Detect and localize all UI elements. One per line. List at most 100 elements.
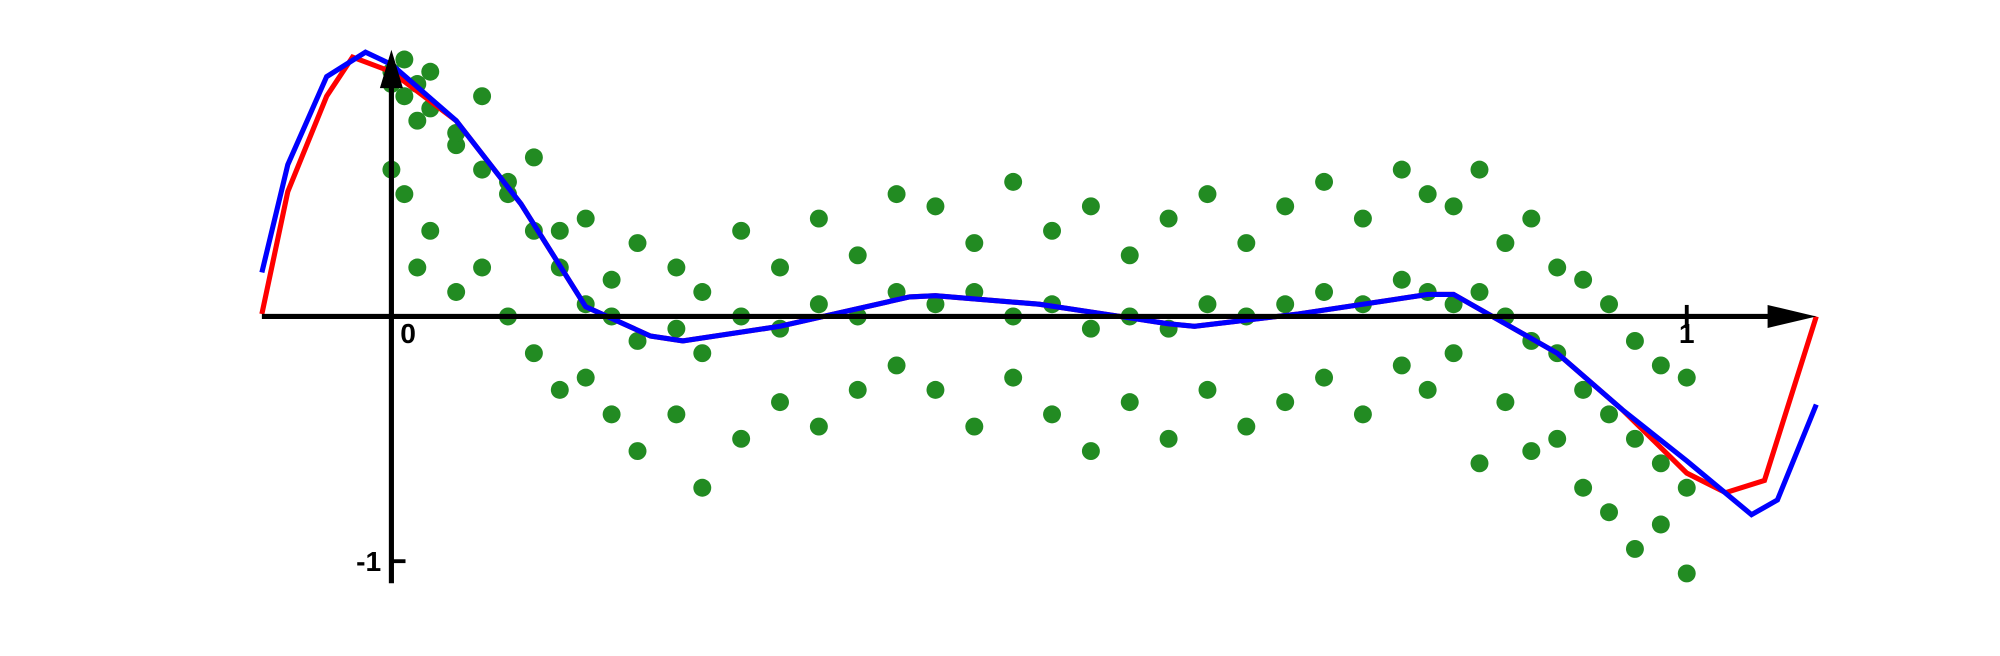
scatter-point <box>1651 454 1670 473</box>
scatter-point <box>1625 331 1644 350</box>
scatter-point <box>1198 380 1217 399</box>
x-tick-label: 1 <box>1679 317 1695 349</box>
scatter-point <box>421 62 440 81</box>
scatter-point <box>602 270 621 289</box>
scatter-point <box>1625 539 1644 558</box>
scatter-point <box>965 234 984 253</box>
scatter-point <box>1353 405 1372 424</box>
scatter-point <box>1522 209 1541 228</box>
scatter-point <box>1677 478 1696 497</box>
scatter-point <box>1004 368 1023 387</box>
scatter-point <box>1600 405 1618 424</box>
scatter-point <box>1418 380 1437 399</box>
scatter-point <box>395 185 414 204</box>
scatter-point <box>524 344 543 363</box>
scatter-point <box>1276 393 1295 412</box>
scatter-point <box>473 87 492 106</box>
scatter-point <box>1159 429 1178 448</box>
scatter-point <box>1548 258 1567 277</box>
scatter-point <box>1392 356 1411 375</box>
scatter-point <box>1276 295 1295 314</box>
scatter-point <box>1470 454 1489 473</box>
scatter-point <box>628 442 647 461</box>
y-axis-arrow <box>379 49 403 89</box>
scatter-point <box>771 258 789 277</box>
scatter-point <box>1548 429 1567 448</box>
scatter-point <box>1677 564 1696 583</box>
scatter-point <box>1237 234 1256 253</box>
scatter-point <box>1004 172 1023 191</box>
scatter-point <box>1276 197 1295 216</box>
scatter-point <box>421 221 440 240</box>
scatter-point <box>693 283 712 301</box>
scatter-point <box>628 331 647 350</box>
scatter-point <box>1081 197 1100 216</box>
scatter-point <box>667 258 686 277</box>
scatter-point <box>926 380 945 399</box>
scatter-point <box>887 356 906 375</box>
scatter-point <box>809 295 828 314</box>
scatter-point <box>1120 246 1139 265</box>
scatter-point <box>1315 172 1334 191</box>
scatter-point <box>1600 503 1618 522</box>
scatter-point <box>1081 319 1100 338</box>
scatter-point <box>1522 442 1541 461</box>
scatter-point <box>1237 417 1256 436</box>
scatter-point <box>1625 429 1644 448</box>
scatter-point <box>408 258 427 277</box>
scatter-point <box>1120 393 1139 412</box>
scatter-point <box>550 380 569 399</box>
scatter-point <box>1392 270 1411 289</box>
scatter-point <box>1315 368 1334 387</box>
scatter-point <box>1496 393 1515 412</box>
scatter-point <box>1444 197 1463 216</box>
scatter-point <box>693 478 712 497</box>
scatter-point <box>1392 160 1411 179</box>
scatter-point <box>1496 234 1515 253</box>
scatter-point <box>1081 442 1100 461</box>
scatter-point <box>887 185 906 204</box>
scatter-point <box>628 234 647 253</box>
scatter-point <box>602 405 621 424</box>
scatter-point <box>1651 356 1670 375</box>
scatter-point <box>473 160 492 179</box>
scatter-point <box>1470 283 1489 301</box>
scatter-point <box>550 221 569 240</box>
scatter-point <box>693 344 712 363</box>
scatter-point <box>667 319 686 338</box>
scatter-point <box>1574 478 1593 497</box>
scatter-point <box>1353 209 1372 228</box>
scatter-point <box>395 50 414 69</box>
scatter-point <box>1418 185 1437 204</box>
scatter-point <box>395 87 414 106</box>
scatter-point <box>524 148 543 167</box>
scatter-point <box>1574 380 1593 399</box>
scatter-point <box>576 368 595 387</box>
scatter-point <box>1470 160 1489 179</box>
scatter-point <box>809 417 828 436</box>
scatter-point <box>576 209 595 228</box>
scatter-point <box>926 295 945 314</box>
scatter-point <box>926 197 945 216</box>
scatter-point <box>473 258 492 277</box>
scatter-point <box>1651 515 1670 534</box>
x-tick-label: 0 <box>400 317 416 349</box>
scatter-point <box>1198 185 1217 204</box>
x-axis-arrow <box>1767 304 1817 328</box>
scatter-point <box>1043 221 1062 240</box>
scatter-point <box>965 417 984 436</box>
scatter-point <box>667 405 686 424</box>
scatter-point <box>447 283 466 301</box>
scatter-point <box>732 221 751 240</box>
scatter-point <box>809 209 828 228</box>
scatter-point <box>732 429 751 448</box>
scatter-point <box>1600 295 1618 314</box>
scatter-point <box>848 380 867 399</box>
scatter-point <box>1574 270 1593 289</box>
scatter-point <box>1677 368 1696 387</box>
scatter-point <box>1444 344 1463 363</box>
scatter-point <box>1159 209 1178 228</box>
scatter-point <box>771 393 789 412</box>
